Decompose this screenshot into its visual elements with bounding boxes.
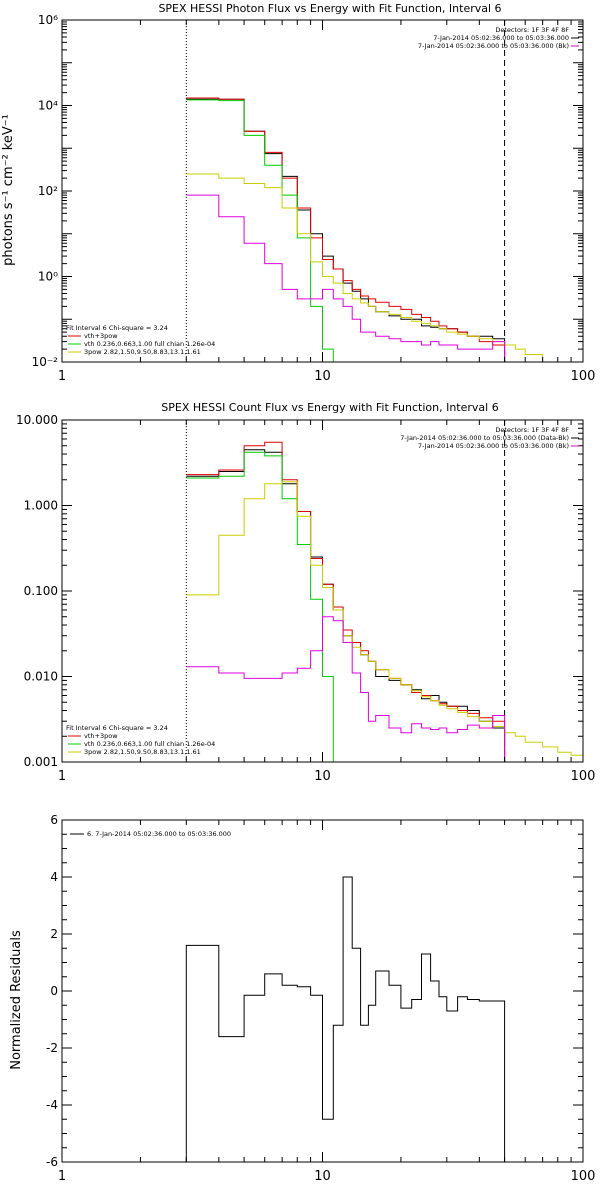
y-tick-label: 1.000 <box>24 499 58 513</box>
x-tick-label: 10 <box>314 769 331 784</box>
y-tick-label: 6 <box>50 813 58 827</box>
y-tick-label: 0.100 <box>24 584 58 598</box>
series-3-line <box>186 481 583 762</box>
series-1-line <box>186 97 506 362</box>
legend-topright-entry: Detectors: 1F 3F 4F 8F <box>495 26 569 34</box>
x-tick-label: 100 <box>571 769 596 784</box>
series-0-line <box>186 98 506 362</box>
legend-topright-entry: Detectors: 1F 3F 4F 8F <box>495 426 569 434</box>
y-tick-label: 0.010 <box>24 670 58 684</box>
legend-topright-entry: 7-Jan-2014 05:02:36.000 to 05:03:36.000 … <box>400 434 569 442</box>
legend-bottomleft-entry: 3pow 2.82,1.50,9.50,8.83,13.1,1.61 <box>84 748 201 756</box>
residuals-ylabel: Normalized Residuals <box>9 930 24 1070</box>
y-tick-label: 4 <box>50 870 58 884</box>
y-tick-label: 10² <box>38 184 58 198</box>
y-tick-label: -2 <box>46 1041 58 1055</box>
y-tick-label: 10⁴ <box>38 99 58 113</box>
photon-flux-panel: SPEX HESSI Photon Flux vs Energy with Fi… <box>1 2 595 384</box>
x-tick-label: 100 <box>571 1169 596 1184</box>
legend-bottomleft-entry: vth 0.236,0.663,1.00 full chian 1.26e-04 <box>84 340 215 348</box>
legend-bottomleft-entry: vth+3pow <box>84 332 118 340</box>
legend-bottomleft-entry: vth+3pow <box>84 732 118 740</box>
photon-flux-ylabel: photons s⁻¹ cm⁻² keV⁻¹ <box>1 114 16 266</box>
x-tick-label: 1 <box>58 769 66 784</box>
x-tick-label: 100 <box>571 369 596 384</box>
y-tick-label: 10⁻² <box>32 355 59 369</box>
series-0-line <box>186 449 506 762</box>
legend-bottomleft-entry: 3pow 2.82,1.50,9.50,8.83,13.1,1.61 <box>84 348 201 356</box>
x-tick-label: 1 <box>58 369 66 384</box>
x-tick-label: 10 <box>314 1169 331 1184</box>
legend-bottomleft-entry: Fit Interval 6 Chi-square = 3.24 <box>66 324 168 332</box>
legend-topright-entry: 7-Jan-2014 05:02:36.000 to 05:03:36.000 <box>433 34 569 42</box>
y-tick-label: 0.001 <box>24 755 58 769</box>
series-3-line <box>186 173 544 362</box>
legend-topright-entry: 7-Jan-2014 05:02:36.000 to 05:03:36.000 … <box>418 442 569 450</box>
y-tick-label: -4 <box>46 1098 58 1112</box>
count-flux-panel: SPEX HESSI Count Flux vs Energy with Fit… <box>16 401 595 784</box>
x-tick-label: 10 <box>314 369 331 384</box>
series-4-line <box>186 616 506 762</box>
photon-flux-title: SPEX HESSI Photon Flux vs Energy with Fi… <box>158 2 501 15</box>
series-4-line <box>186 194 506 362</box>
y-tick-label: 10⁰ <box>38 270 58 284</box>
y-tick-label: 2 <box>50 927 58 941</box>
legend-bottomleft-entry: vth 0.236,0.663,1.00 full chian 1.26e-04 <box>84 740 215 748</box>
legend-bottomleft-entry: Fit Interval 6 Chi-square = 3.24 <box>66 724 168 732</box>
y-tick-label: 10.000 <box>16 413 58 427</box>
y-tick-label: 0 <box>50 984 58 998</box>
y-tick-label: -6 <box>46 1155 58 1169</box>
x-tick-label: 1 <box>58 1169 66 1184</box>
legend-topright-entry: 7-Jan-2014 05:02:36.000 to 05:03:36.000 … <box>418 42 569 50</box>
series-2-line <box>186 451 334 762</box>
residuals-panel: Normalized Residuals 1 10 100 -6 -4 -2 0 2 4 6 6.… <box>9 813 595 1184</box>
y-tick-label: 10⁶ <box>38 13 58 27</box>
series-0-line <box>185 876 506 1162</box>
count-flux-title: SPEX HESSI Count Flux vs Energy with Fit… <box>161 401 498 414</box>
series-1-line <box>186 441 506 762</box>
legend-topleft-entry: 6. 7-Jan-2014 05:02:36.000 to 05:03:36.0… <box>87 830 231 838</box>
